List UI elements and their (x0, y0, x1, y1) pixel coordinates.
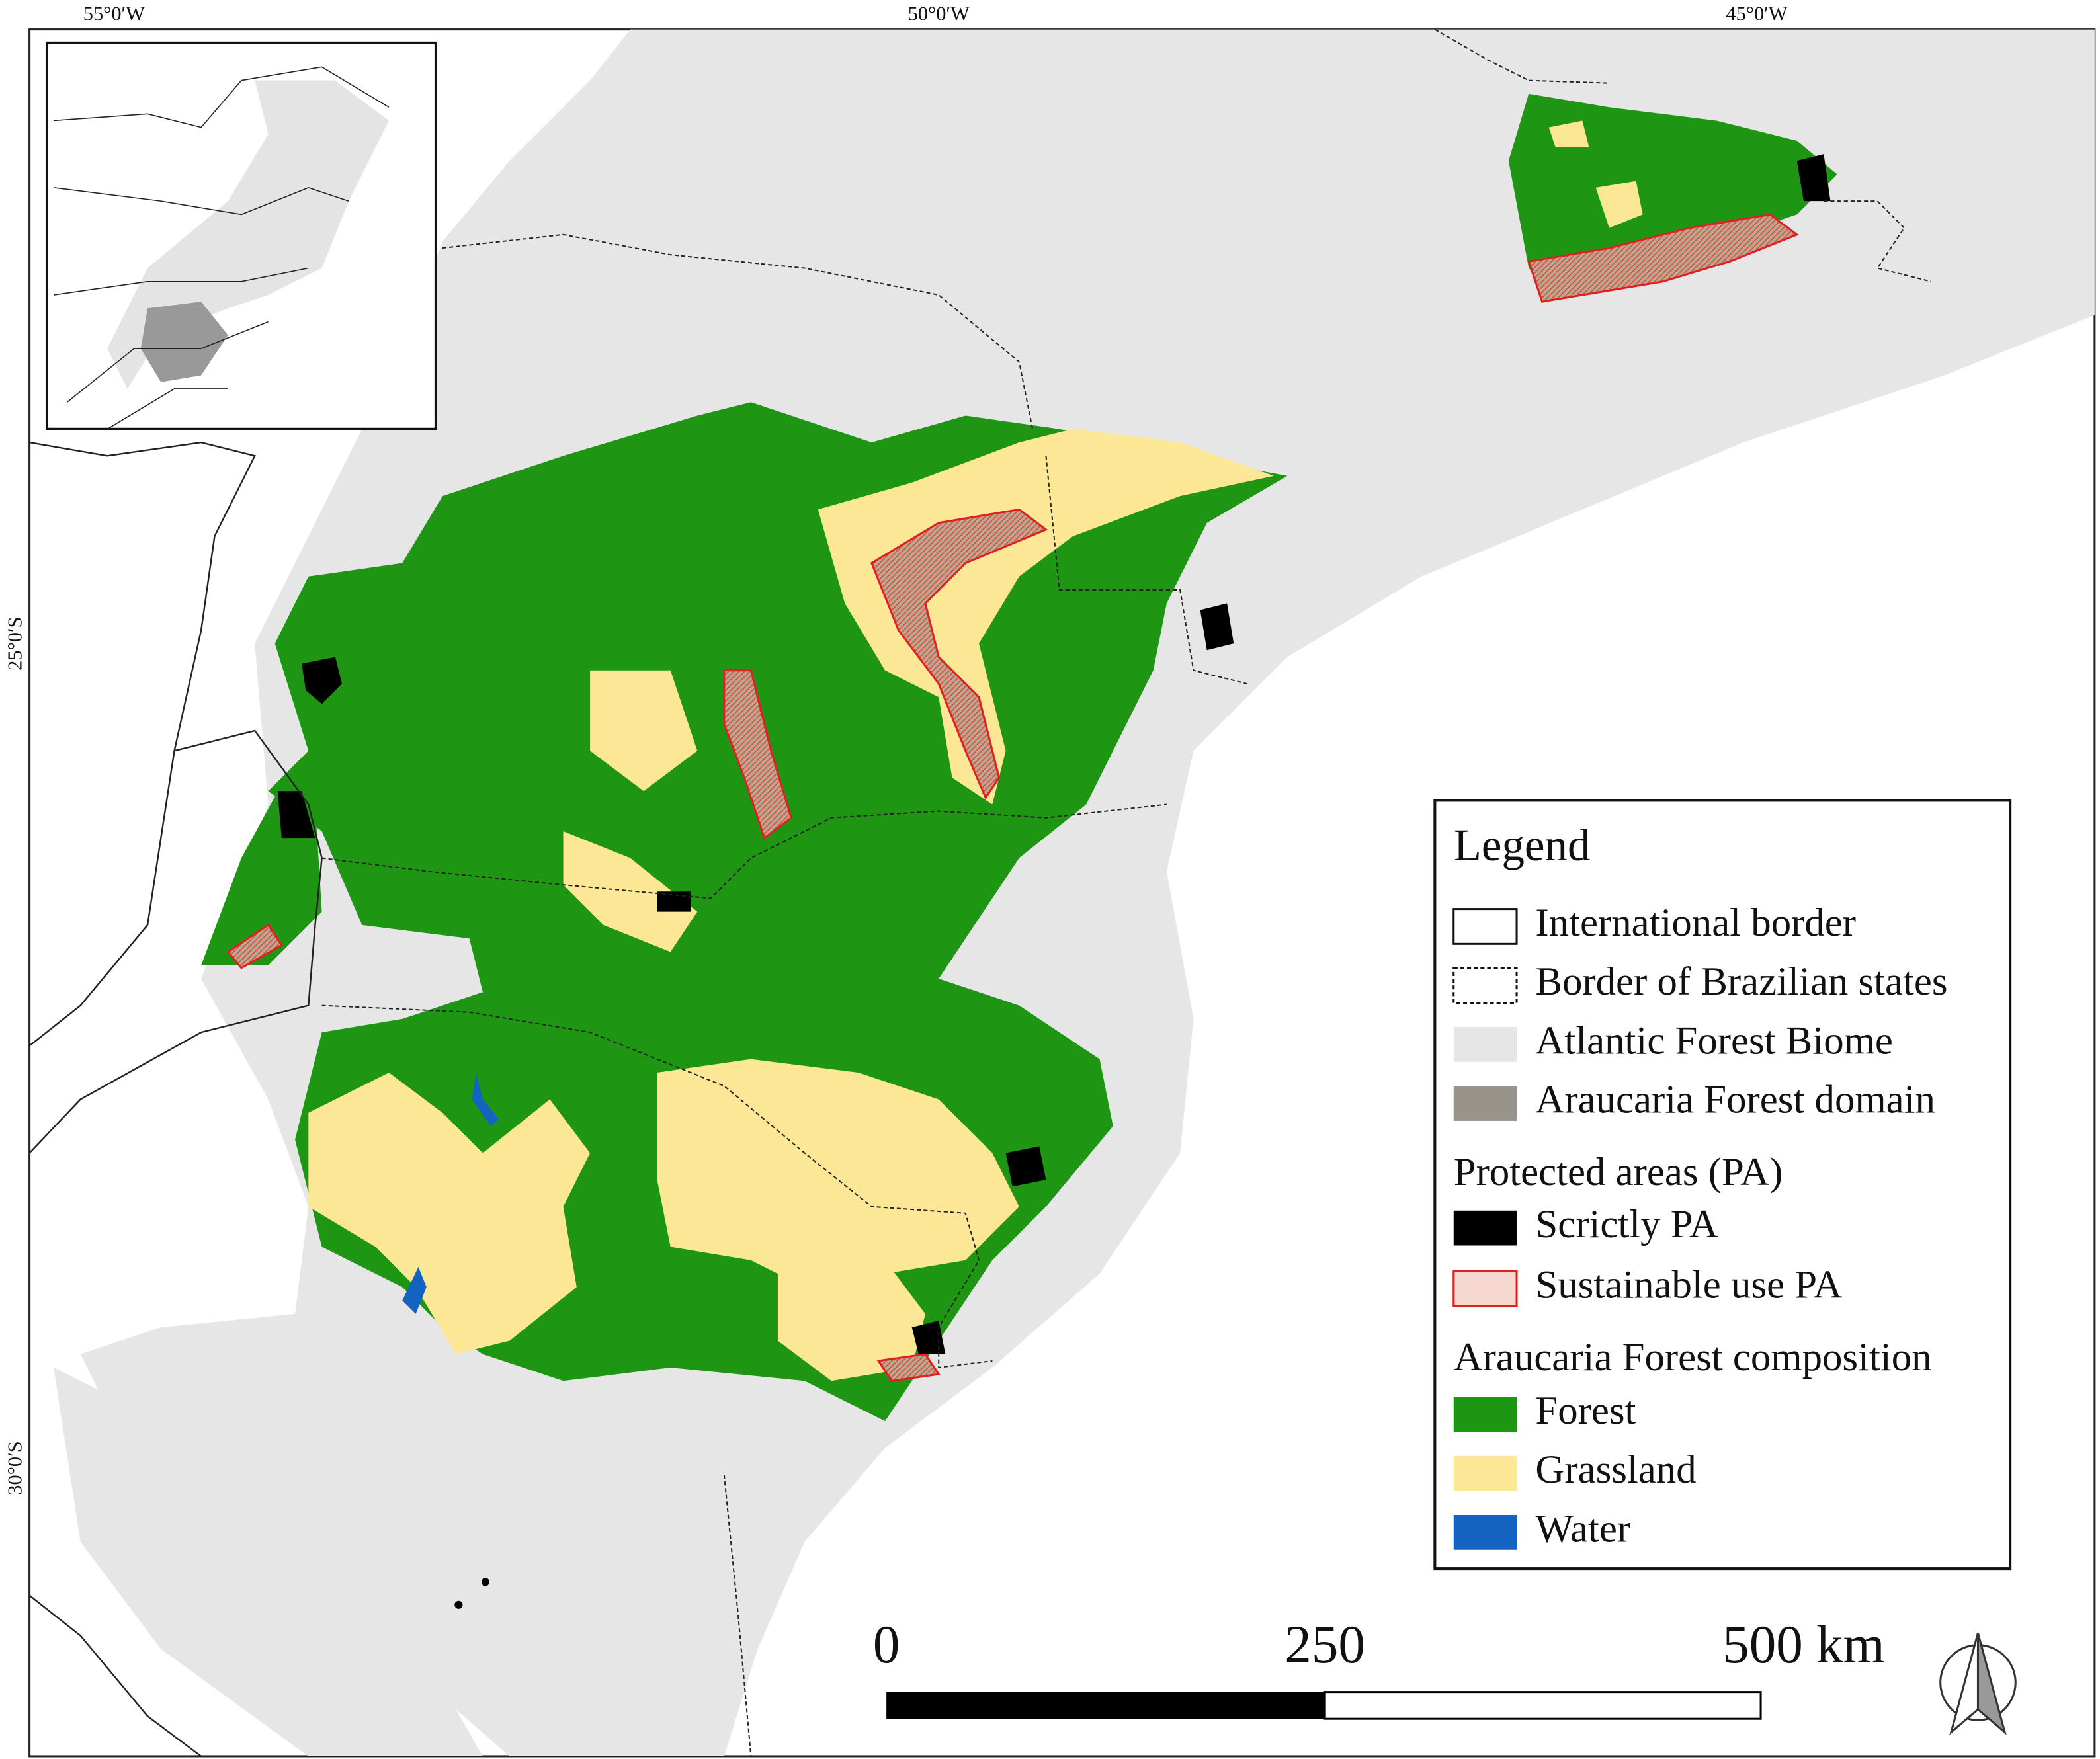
scale-bar: 0 250 500 km (873, 1615, 1885, 1720)
legend-label: International border (1535, 901, 1856, 945)
legend-label: Grassland (1535, 1448, 1696, 1492)
legend-label: Sustainable use PA (1535, 1262, 1842, 1307)
latitude-label: 25°0′S (3, 616, 26, 670)
legend-label: Atlantic Forest Biome (1535, 1018, 1892, 1063)
latitude-label: 30°0′S (3, 1441, 26, 1494)
north-arrow (1939, 1633, 2017, 1735)
inset-map (45, 41, 437, 430)
legend-label: Forest (1535, 1389, 1636, 1433)
legend-label: Araucaria Forest domain (1535, 1078, 1935, 1122)
longitude-label: 55°0′W (83, 2, 145, 24)
longitude-label: 50°0′W (908, 2, 970, 24)
scale-label: 500 km (1722, 1615, 1885, 1674)
legend-label: Scrictly PA (1535, 1202, 1718, 1247)
legend-label: Water (1535, 1506, 1630, 1551)
legend-section-title: Protected areas (PA) (1454, 1150, 1783, 1194)
scale-label: 0 (873, 1615, 900, 1674)
legend: Legend International border Border of Br… (1433, 799, 2012, 1571)
legend-label: Border of Brazilian states (1535, 960, 1947, 1004)
legend-section-title: Araucaria Forest composition (1454, 1335, 1932, 1379)
longitude-label: 45°0′W (1726, 2, 1787, 24)
scale-label: 250 (1284, 1615, 1365, 1674)
legend-title: Legend (1454, 820, 1591, 870)
